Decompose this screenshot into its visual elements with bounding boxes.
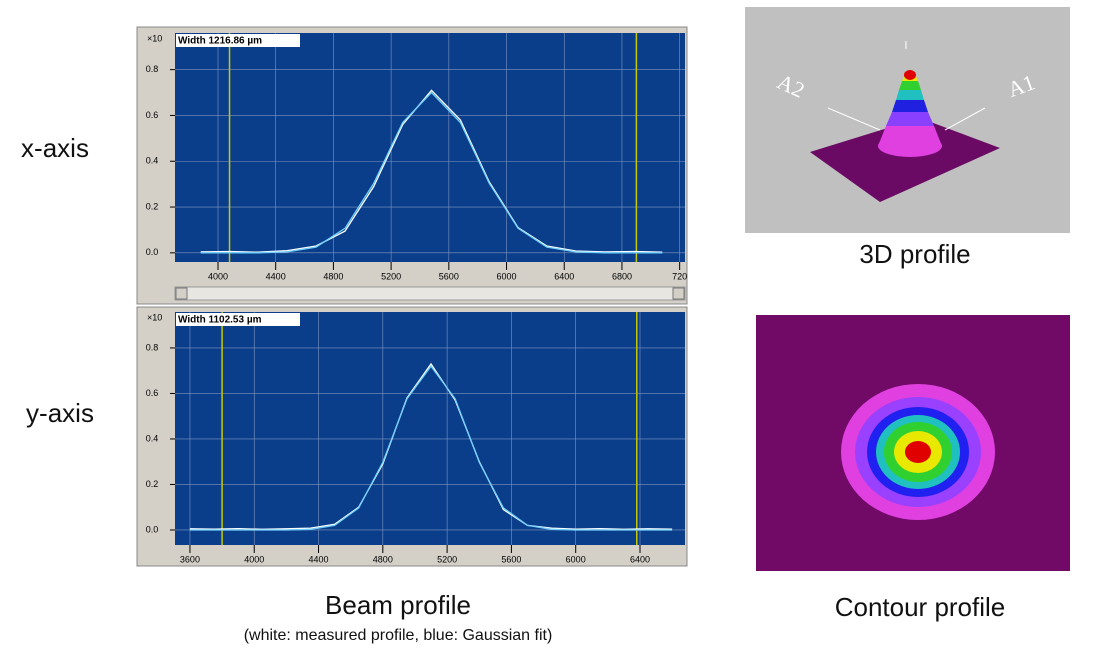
row-label: y-axis xyxy=(26,398,94,428)
y-tick-label: 0.2 xyxy=(146,201,159,211)
y-tick-label: 0.6 xyxy=(146,388,159,398)
x-tick-label: 4800 xyxy=(323,271,343,281)
y-tick-label: 0.0 xyxy=(146,524,159,534)
x-tick-label: 4400 xyxy=(266,271,286,281)
cone-tip xyxy=(904,70,916,80)
y-tick-label: 0.2 xyxy=(146,479,159,489)
y-tick-label: 0.4 xyxy=(146,433,159,443)
scroll-right[interactable] xyxy=(673,288,684,299)
scrollbar[interactable] xyxy=(175,287,685,300)
cone-band xyxy=(896,90,924,100)
x-tick-label: 4000 xyxy=(208,271,228,281)
caption-note: (white: measured profile, blue: Gaussian… xyxy=(244,627,553,644)
y-multiplier: ×10 xyxy=(147,312,162,322)
x-tick-label: 4000 xyxy=(244,554,264,564)
x-tick-label: 4400 xyxy=(309,554,329,564)
caption: Contour profile xyxy=(835,592,1006,622)
x-tick-label: 6000 xyxy=(497,271,517,281)
figure: x-axis y-axis Beam profile (white: measu… xyxy=(0,0,1117,650)
row-label: x-axis xyxy=(21,133,89,163)
cone-band xyxy=(878,126,942,146)
x-tick-label: 5600 xyxy=(439,271,459,281)
y-tick-label: 0.8 xyxy=(146,64,159,74)
x-tick-label: 6400 xyxy=(554,271,574,281)
y-tick-label: 0.0 xyxy=(146,247,159,257)
x-tick-label: 6000 xyxy=(566,554,586,564)
y-tick-label: 0.4 xyxy=(146,156,159,166)
chart-title: Width 1216.86 µm xyxy=(178,36,262,47)
cone-band xyxy=(892,100,928,112)
contour-core xyxy=(905,441,931,463)
chart-title: Width 1102.53 µm xyxy=(178,315,262,326)
cone-band xyxy=(899,81,921,90)
x-tick-label: 720 xyxy=(672,271,687,281)
x-tick-label: 5600 xyxy=(501,554,521,564)
axis-label: I xyxy=(904,40,908,52)
caption: Beam profile xyxy=(325,590,471,620)
x-tick-label: 6800 xyxy=(612,271,632,281)
x-tick-label: 4800 xyxy=(373,554,393,564)
y-tick-label: 0.8 xyxy=(146,342,159,352)
x-tick-label: 6400 xyxy=(630,554,650,564)
plot-area xyxy=(175,312,685,545)
y-multiplier: ×10 xyxy=(147,33,162,43)
cone-band xyxy=(886,112,934,126)
scroll-left[interactable] xyxy=(176,288,187,299)
caption: 3D profile xyxy=(859,239,970,269)
plot-area xyxy=(175,33,685,262)
y-tick-label: 0.6 xyxy=(146,110,159,120)
x-tick-label: 5200 xyxy=(437,554,457,564)
x-tick-label: 5200 xyxy=(381,271,401,281)
x-tick-label: 3600 xyxy=(180,554,200,564)
